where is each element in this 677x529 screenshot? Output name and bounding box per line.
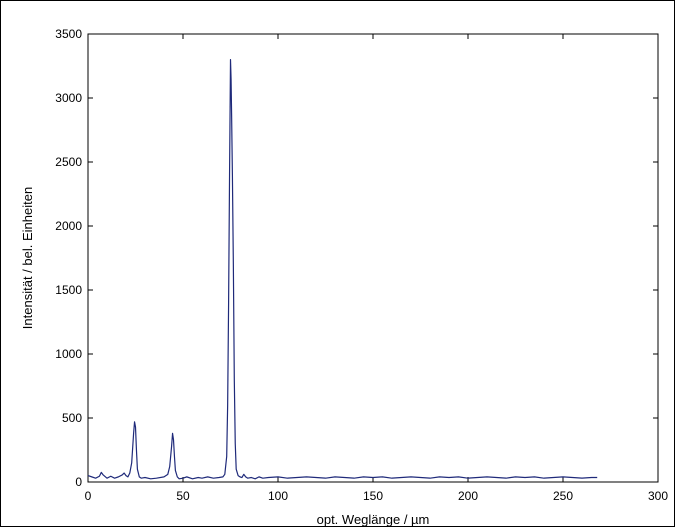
y-tick-label: 500 (62, 411, 82, 425)
ticks-group: 0 50 100 150 200 250 3000500100015002000250030… (55, 27, 668, 503)
y-tick-label: 3500 (55, 27, 82, 41)
x-tick-label: 50 (176, 489, 190, 503)
x-tick-label: 100 (268, 489, 288, 503)
x-tick-label: 200 (458, 489, 478, 503)
series-group (87, 58, 598, 480)
y-tick-label: 1000 (55, 347, 82, 361)
y-tick-label: 2000 (55, 219, 82, 233)
x-tick-label: 250 (553, 489, 573, 503)
axes-box (87, 33, 659, 483)
y-tick-label: 3000 (55, 91, 82, 105)
x-tick-label: 150 (363, 489, 383, 503)
y-axis-label: Intensität / bel. Einheiten (20, 187, 35, 329)
y-tick-label: 2500 (55, 155, 82, 169)
y-tick-label: 0 (75, 475, 82, 489)
x-tick-label: 300 (648, 489, 668, 503)
y-tick-label: 1500 (55, 283, 82, 297)
x-tick-label: 0 (85, 489, 92, 503)
series-line-0 (87, 58, 598, 480)
x-axis-label: opt. Weglänge / µm (317, 512, 430, 527)
